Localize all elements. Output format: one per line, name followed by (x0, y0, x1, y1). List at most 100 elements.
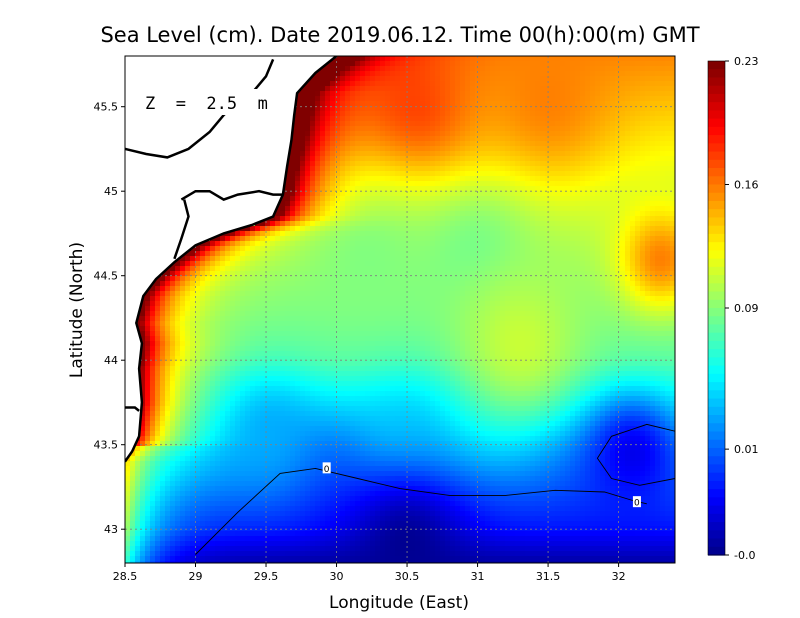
colorbar-tick-label: 0.01 (734, 443, 759, 456)
contour-line (596, 423, 675, 486)
colorbar-segment (708, 110, 725, 120)
colorbar-segment (708, 209, 725, 219)
x-tick-label: 31 (471, 570, 485, 583)
x-axis-label: Longitude (East) (329, 593, 469, 613)
colorbar-segment (708, 168, 725, 177)
land-boundary (180, 189, 283, 201)
y-axis-label: Latitude (North) (67, 242, 87, 378)
colorbar-segment (708, 390, 725, 400)
colorbar-segment (708, 159, 725, 169)
y-tick-label: 45 (104, 185, 118, 198)
colorbar-tick-label: -0.0 (734, 549, 755, 562)
colorbar-segment (708, 464, 725, 474)
land-boundary (125, 406, 140, 412)
colorbar-tick-label: 0.23 (734, 55, 759, 68)
colorbar-segment (708, 324, 725, 334)
colorbar-segment (708, 275, 725, 284)
colorbar-segment (708, 200, 725, 210)
colorbar-segment (708, 242, 725, 251)
colorbar-segment (708, 522, 725, 531)
land-boundary (125, 58, 275, 159)
colorbar-segment (708, 77, 725, 87)
x-axis-ticks: 28.5 29 29.5 30 30.5 31 31.5 32 (113, 563, 626, 583)
x-tick-label: 29 (189, 570, 203, 583)
x-tick-label: 32 (612, 570, 626, 583)
colorbar-segment (708, 316, 725, 326)
land-polygon (125, 56, 337, 462)
colorbar-segment (708, 349, 725, 358)
colorbar-segment (708, 217, 725, 227)
x-tick-label: 31.5 (536, 570, 561, 583)
colorbar-segment (708, 365, 725, 375)
colorbar-segment (708, 546, 725, 556)
colorbar-segment (708, 258, 725, 268)
y-tick-label: 44.5 (94, 270, 119, 283)
land-boundary (173, 199, 190, 260)
colorbar-segment (708, 192, 725, 202)
colorbar: 0.23 0.16 0.09 0.01 -0.0 (707, 55, 759, 562)
x-tick-label: 28.5 (113, 570, 138, 583)
colorbar-segment (708, 382, 725, 391)
zero-contours: 00 (195, 423, 675, 555)
colorbar-segment (708, 447, 725, 457)
contour-label: 0 (322, 462, 331, 475)
colorbar-segment (708, 456, 725, 466)
colorbar-tick-label: 0.09 (734, 302, 759, 315)
colorbar-segment (708, 472, 725, 482)
plot-frame (124, 55, 676, 564)
colorbar-segment (708, 151, 725, 161)
colorbar-segment (708, 505, 725, 515)
colorbar-segment (708, 126, 725, 136)
colorbar-segment (708, 250, 725, 260)
colorbar-segment (708, 69, 725, 79)
colorbar-segment (708, 340, 725, 350)
x-tick-label: 30 (330, 570, 344, 583)
colorbar-segment (708, 61, 725, 70)
y-axis-ticks: 43 43.5 44 44.5 45 45.5 (94, 101, 125, 536)
y-tick-label: 45.5 (94, 101, 119, 114)
colorbar-segment (708, 93, 725, 103)
colorbar-segment (708, 489, 725, 498)
colorbar-segment (708, 415, 725, 424)
contour-line (195, 467, 647, 555)
colorbar-segment (708, 530, 725, 540)
colorbar-segment (708, 266, 725, 276)
colorbar-segment (708, 225, 725, 235)
colorbar-segment (708, 143, 725, 153)
colorbar-segment (708, 357, 725, 367)
colorbar-segment (708, 538, 725, 548)
colorbar-segment (708, 102, 725, 111)
colorbar-segment (708, 513, 725, 523)
colorbar-segment (708, 423, 725, 433)
chart-title: Sea Level (cm). Date 2019.06.12. Time 00… (100, 23, 699, 47)
colorbar-segment (708, 299, 725, 309)
colorbar-segment (708, 431, 725, 441)
colorbar-segment (708, 439, 725, 449)
y-tick-label: 44 (104, 354, 118, 367)
colorbar-segment (708, 184, 725, 194)
colorbar-tick-label: 0.16 (734, 179, 759, 192)
colorbar-segment (708, 480, 725, 490)
colorbar-segment (708, 291, 725, 301)
colorbar-segment (708, 283, 725, 293)
contour-label: 0 (632, 496, 641, 509)
colorbar-segment (708, 406, 725, 416)
colorbar-segment (708, 308, 725, 317)
colorbar-segment (708, 135, 725, 144)
y-tick-label: 43.5 (94, 439, 119, 452)
contour-label-text: 0 (634, 499, 640, 509)
coastline (125, 56, 338, 463)
colorbar-segment (708, 398, 725, 408)
land-mass (125, 56, 338, 463)
depth-label-bg (140, 89, 275, 115)
x-tick-label: 30.5 (395, 570, 420, 583)
depth-label: Z = 2.5 m (145, 94, 268, 114)
x-tick-label: 29.5 (254, 570, 279, 583)
colorbar-segment (708, 176, 725, 186)
colorbar-segment (708, 118, 725, 128)
colorbar-segment (708, 233, 725, 243)
colorbar-segment (708, 373, 725, 383)
colorbar-segment (708, 85, 725, 95)
colorbar-segment (708, 497, 725, 507)
